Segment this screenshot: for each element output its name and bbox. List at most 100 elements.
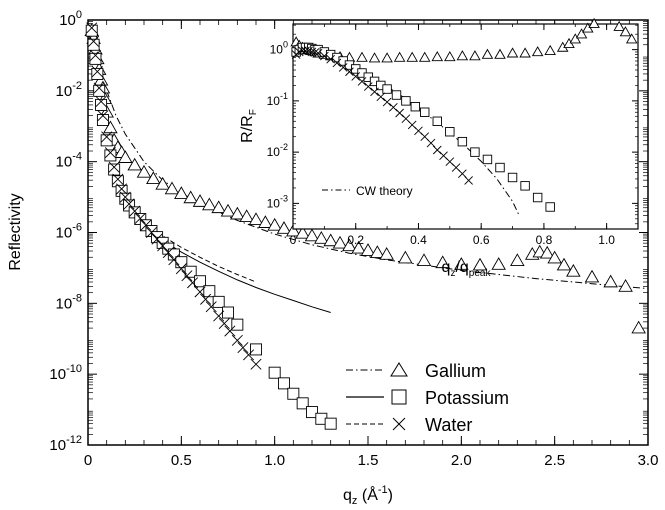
water-point-11 xyxy=(338,63,348,72)
legend-item-water: Water xyxy=(346,415,472,435)
water-point-15 xyxy=(363,82,373,91)
inset-xlabel-sep: /q xyxy=(455,259,468,276)
gallium-point-45 xyxy=(454,257,469,270)
potassium-point-30 xyxy=(520,181,530,191)
legend-item-potassium: Potassium xyxy=(346,388,509,408)
x-tick-label-4: 2.0 xyxy=(451,452,472,469)
potassium-point-20 xyxy=(401,96,411,106)
water-point-7 xyxy=(101,131,113,143)
water-point-11 xyxy=(116,183,128,195)
water-point-16 xyxy=(140,219,152,231)
water-point-30 xyxy=(224,325,236,337)
potassium-point-30 xyxy=(268,366,281,379)
water-point-24 xyxy=(187,277,199,289)
water-point-7 xyxy=(313,48,323,58)
potassium-point-36 xyxy=(324,417,337,430)
water-point-10 xyxy=(112,173,124,185)
water-point-15 xyxy=(134,212,146,224)
water-point-18 xyxy=(382,97,392,107)
gallium-point-16 xyxy=(406,51,418,62)
y-tick-label-2: 10-4 xyxy=(56,151,82,171)
y-tick-label-5: 10-10 xyxy=(49,363,82,383)
main-xlabel-base: q xyxy=(343,487,352,504)
gallium-point-51 xyxy=(539,245,555,259)
gallium-point-20 xyxy=(183,190,198,204)
water-point-19 xyxy=(157,240,169,252)
gallium-point-38 xyxy=(619,26,632,37)
y-tick-label-0: 100 xyxy=(59,9,82,29)
x-tick-label-3: 0.6 xyxy=(473,233,490,247)
main-xlabel-unit-close: ) xyxy=(388,487,393,504)
water-point-28 xyxy=(213,310,225,322)
water-point-14 xyxy=(129,205,141,217)
gallium-point-27 xyxy=(544,44,556,55)
gallium-point-17 xyxy=(155,176,170,190)
potassium-point-33 xyxy=(296,397,309,410)
water-point-10 xyxy=(332,58,342,68)
gallium-point-31 xyxy=(575,28,588,39)
inset-xlabel-sub1: z xyxy=(450,268,455,279)
gallium-point-13 xyxy=(118,150,133,163)
potassium-point-32 xyxy=(545,202,555,212)
gallium-point-15 xyxy=(393,51,406,62)
main-xlabel-unit-sup: -1 xyxy=(378,484,388,496)
main-xlabel-unit-open: (Å xyxy=(357,485,378,504)
x-tick-label-5: 2.5 xyxy=(544,452,565,469)
legend-item-gallium: Gallium xyxy=(346,361,486,381)
gallium-point-18 xyxy=(431,51,444,62)
potassium-point-25 xyxy=(203,285,216,298)
potassium-point-24 xyxy=(445,127,455,137)
x-tick-label-4: 0.8 xyxy=(536,233,553,247)
potassium-point-0 xyxy=(85,24,98,37)
y-tick-label-1: 10-2 xyxy=(56,80,82,100)
gallium-point-13 xyxy=(368,52,381,63)
gallium-point-35 xyxy=(323,233,338,247)
water-point-2 xyxy=(89,49,101,61)
potassium-point-26 xyxy=(470,147,480,157)
gallium-point-55 xyxy=(584,269,600,283)
gallium-point-16 xyxy=(146,171,161,185)
gallium-point-56 xyxy=(603,274,618,288)
gallium-point-21 xyxy=(192,194,208,207)
potassium-point-1 xyxy=(87,38,100,51)
water-point-14 xyxy=(357,77,367,86)
potassium-point-26 xyxy=(212,295,225,308)
main-data-points xyxy=(84,22,646,430)
x-tick-label-1: 0.2 xyxy=(347,233,364,247)
water-point-12 xyxy=(345,67,354,77)
y-tick-label-3: 10-3 xyxy=(267,193,288,210)
x-tick-label-0: 0 xyxy=(84,452,92,469)
potassium-point-6 xyxy=(96,114,109,126)
y-tick-label-2: 10-2 xyxy=(267,142,288,159)
water-point-17 xyxy=(376,92,386,102)
theory-curve-water xyxy=(143,222,257,283)
water-point-31 xyxy=(231,334,243,346)
inset-plot-frame xyxy=(292,23,639,230)
water-point-34 xyxy=(250,358,262,370)
water-point-16 xyxy=(370,87,379,97)
gallium-point-44 xyxy=(435,255,450,269)
water-point-13 xyxy=(351,72,361,81)
gallium-point-30 xyxy=(276,221,292,234)
water-point-27 xyxy=(205,301,217,313)
water-point-6 xyxy=(310,48,320,57)
gallium-point-43 xyxy=(416,253,432,267)
potassium-point-29 xyxy=(250,343,262,356)
potassium-point-7 xyxy=(100,134,113,147)
potassium-point-19 xyxy=(391,90,402,100)
water-point-29 xyxy=(218,317,230,329)
water-point-4 xyxy=(304,46,314,56)
gallium-point-47 xyxy=(491,257,506,270)
gallium-point-22 xyxy=(202,197,217,211)
water-point-22 xyxy=(175,263,187,275)
legend-potassium-marker xyxy=(391,389,407,405)
water-point-20 xyxy=(162,247,174,259)
water-point-8 xyxy=(320,51,329,61)
gallium-point-25 xyxy=(230,206,245,220)
water-point-33 xyxy=(243,349,255,361)
gallium-point-38 xyxy=(351,240,366,254)
gallium-point-21 xyxy=(469,50,481,61)
water-point-6 xyxy=(97,110,109,122)
potassium-point-4 xyxy=(93,84,106,97)
gallium-point-26 xyxy=(239,209,254,222)
